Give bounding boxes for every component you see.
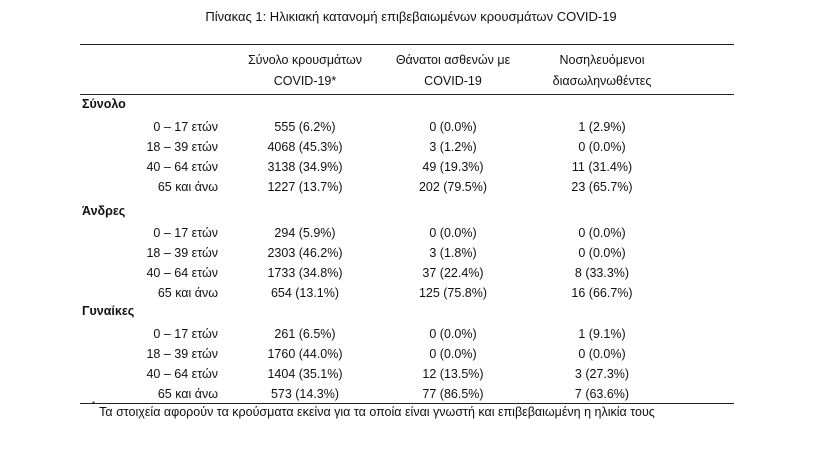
intubated-cell: 0 (0.0%) xyxy=(578,226,626,240)
cases-cell: 1733 (34.8%) xyxy=(267,266,343,280)
column-header-deaths: Θάνατοι ασθενών με COVID-19 xyxy=(378,50,528,92)
intubated-cell: 1 (2.9%) xyxy=(578,120,626,134)
intubated-cell: 0 (0.0%) xyxy=(578,246,626,260)
age-label: 65 και άνω xyxy=(157,387,218,401)
column-header-line: COVID-19 xyxy=(424,74,482,88)
intubated-cell: 8 (33.3%) xyxy=(574,266,630,280)
table-row: 0 – 17 ετών 294 (5.9%) 0 (0.0%) 0 (0.0%) xyxy=(0,223,822,243)
cases-cell: 555 (6.2%) xyxy=(274,120,336,134)
age-label: 40 – 64 ετών xyxy=(146,367,218,381)
column-header-line: Νοσηλευόμενοι xyxy=(559,53,645,67)
intubated-cell: 16 (66.7%) xyxy=(571,286,633,300)
intubated-cell: 0 (0.0%) xyxy=(578,347,626,361)
table-row: 65 και άνω 654 (13.1%) 125 (75.8%) 16 (6… xyxy=(0,283,822,303)
deaths-cell: 0 (0.0%) xyxy=(429,120,477,134)
footnote-marker: * xyxy=(92,400,96,409)
deaths-cell: 49 (19.3%) xyxy=(422,160,484,174)
table-row: 40 – 64 ετών 1733 (34.8%) 37 (22.4%) 8 (… xyxy=(0,263,822,283)
header-rule xyxy=(80,94,734,95)
column-header-line: COVID-19* xyxy=(273,74,337,88)
deaths-cell: 0 (0.0%) xyxy=(429,327,477,341)
intubated-cell: 23 (65.7%) xyxy=(571,180,633,194)
table-row: 40 – 64 ετών 1404 (35.1%) 12 (13.5%) 3 (… xyxy=(0,364,822,384)
cases-cell: 3138 (34.9%) xyxy=(267,160,343,174)
table-row: 18 – 39 ετών 1760 (44.0%) 0 (0.0%) 0 (0.… xyxy=(0,344,822,364)
group-label-men: Άνδρες xyxy=(82,204,126,218)
cases-cell: 294 (5.9%) xyxy=(274,226,336,240)
age-label: 40 – 64 ετών xyxy=(146,160,218,174)
age-label: 18 – 39 ετών xyxy=(146,347,218,361)
footnote-text: Τα στοιχεία αφορούν τα κρούσματα εκείνα … xyxy=(99,405,655,420)
column-header-line: Θάνατοι ασθενών με xyxy=(395,53,511,67)
age-label: 40 – 64 ετών xyxy=(146,266,218,280)
age-label: 18 – 39 ετών xyxy=(146,140,218,154)
cases-cell: 2303 (46.2%) xyxy=(267,246,343,260)
group-label-women: Γυναίκες xyxy=(82,304,135,318)
deaths-cell: 77 (86.5%) xyxy=(422,387,484,401)
cases-cell: 1760 (44.0%) xyxy=(267,347,343,361)
top-rule xyxy=(80,44,734,45)
intubated-cell: 1 (9.1%) xyxy=(578,327,626,341)
table-row: 40 – 64 ετών 3138 (34.9%) 49 (19.3%) 11 … xyxy=(0,157,822,177)
intubated-cell: 7 (63.6%) xyxy=(574,387,630,401)
table-title: Πίνακας 1: Ηλικιακή κατανομή επιβεβαιωμέ… xyxy=(205,9,617,24)
column-header-intubated: Νοσηλευόμενοι διασωληνωθέντες xyxy=(527,50,677,92)
deaths-cell: 125 (75.8%) xyxy=(418,286,488,300)
intubated-cell: 0 (0.0%) xyxy=(578,140,626,154)
deaths-cell: 0 (0.0%) xyxy=(429,226,477,240)
deaths-cell: 3 (1.2%) xyxy=(429,140,477,154)
table-row: 0 – 17 ετών 555 (6.2%) 0 (0.0%) 1 (2.9%) xyxy=(0,117,822,137)
cases-cell: 261 (6.5%) xyxy=(274,327,336,341)
cases-cell: 1227 (13.7%) xyxy=(267,180,343,194)
deaths-cell: 37 (22.4%) xyxy=(422,266,484,280)
table-row: 18 – 39 ετών 4068 (45.3%) 3 (1.2%) 0 (0.… xyxy=(0,137,822,157)
column-header-cases: Σύνολο κρουσμάτων COVID-19* xyxy=(230,50,380,92)
table-row: 65 και άνω 573 (14.3%) 77 (86.5%) 7 (63.… xyxy=(0,384,822,404)
footnote: *Τα στοιχεία αφορούν τα κρούσματα εκείνα… xyxy=(92,400,655,420)
intubated-cell: 11 (31.4%) xyxy=(571,160,633,174)
age-label: 65 και άνω xyxy=(157,286,218,300)
cases-cell: 654 (13.1%) xyxy=(270,286,340,300)
intubated-cell: 3 (27.3%) xyxy=(574,367,630,381)
age-label: 0 – 17 ετών xyxy=(153,120,218,134)
deaths-cell: 3 (1.8%) xyxy=(429,246,477,260)
cases-cell: 1404 (35.1%) xyxy=(267,367,343,381)
deaths-cell: 202 (79.5%) xyxy=(418,180,488,194)
column-header-line: Σύνολο κρουσμάτων xyxy=(247,53,363,67)
age-label: 0 – 17 ετών xyxy=(153,226,218,240)
column-header-line: διασωληνωθέντες xyxy=(552,74,652,88)
group-label-total: Σύνολο xyxy=(82,97,126,111)
table-row: 0 – 17 ετών 261 (6.5%) 0 (0.0%) 1 (9.1%) xyxy=(0,324,822,344)
cases-cell: 573 (14.3%) xyxy=(270,387,340,401)
deaths-cell: 12 (13.5%) xyxy=(422,367,484,381)
table-row: 18 – 39 ετών 2303 (46.2%) 3 (1.8%) 0 (0.… xyxy=(0,243,822,263)
table-row: 65 και άνω 1227 (13.7%) 202 (79.5%) 23 (… xyxy=(0,177,822,197)
bottom-rule xyxy=(80,403,734,404)
age-label: 18 – 39 ετών xyxy=(146,246,218,260)
age-label: 65 και άνω xyxy=(157,180,218,194)
deaths-cell: 0 (0.0%) xyxy=(429,347,477,361)
cases-cell: 4068 (45.3%) xyxy=(267,140,343,154)
age-label: 0 – 17 ετών xyxy=(153,327,218,341)
